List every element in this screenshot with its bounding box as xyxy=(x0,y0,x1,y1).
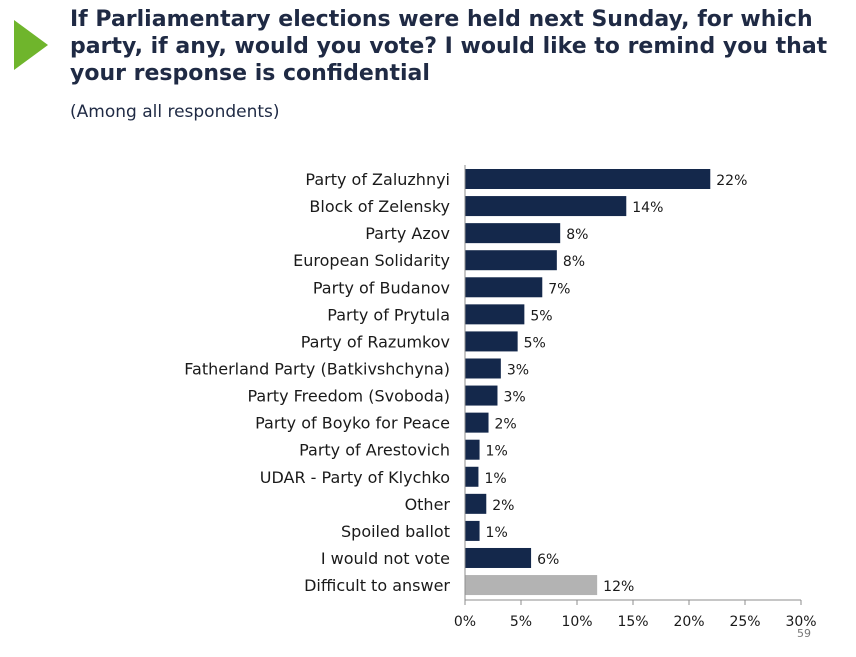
category-label: Spoiled ballot xyxy=(341,522,450,541)
bar xyxy=(465,331,518,352)
category-label: Party of Arestovich xyxy=(299,441,450,460)
arrow-shape xyxy=(14,20,48,70)
value-label: 1% xyxy=(486,525,508,541)
category-label: Party of Boyko for Peace xyxy=(255,414,450,433)
value-label: 3% xyxy=(503,390,525,406)
category-label: Difficult to answer xyxy=(304,576,450,595)
category-label: Other xyxy=(405,495,451,514)
bar xyxy=(465,169,711,189)
bar xyxy=(465,277,543,298)
x-tick-label: 10% xyxy=(561,614,592,630)
x-tick-label: 30% xyxy=(785,614,816,630)
bar xyxy=(465,439,480,460)
category-labels-group: Party of Zaluzhnyi Block of Zelensky Party… xyxy=(184,170,450,595)
value-label: 1% xyxy=(484,471,506,487)
value-label: 8% xyxy=(563,254,585,270)
category-label: Fatherland Party (Batkivshchyna) xyxy=(184,359,450,378)
category-label: I would not vote xyxy=(321,549,450,568)
category-label: Block of Zelensky xyxy=(309,197,450,216)
bar xyxy=(465,493,487,514)
value-label: 12% xyxy=(603,579,634,595)
x-tick-label: 20% xyxy=(673,614,704,630)
value-label: 6% xyxy=(537,552,559,568)
title-arrow-icon xyxy=(14,20,48,70)
category-label: UDAR - Party of Klychko xyxy=(260,468,450,487)
value-label: 2% xyxy=(495,417,517,433)
category-label: Party of Razumkov xyxy=(301,332,450,351)
bar xyxy=(465,575,598,596)
bar xyxy=(465,250,557,271)
x-tick-label: 25% xyxy=(729,614,760,630)
bars-group xyxy=(465,169,711,596)
bar xyxy=(465,466,479,487)
category-label: Party of Budanov xyxy=(313,278,450,297)
value-label: 3% xyxy=(507,362,529,378)
category-label: Party of Zaluzhnyi xyxy=(305,170,450,189)
chart-subtitle: (Among all respondents) xyxy=(70,102,280,122)
x-tick-label: 5% xyxy=(510,614,532,630)
value-label: 8% xyxy=(566,227,588,243)
x-axis: 0% 5% 10% 15% 20% 25% 30% xyxy=(454,165,817,630)
category-label: Party of Prytula xyxy=(327,305,450,324)
bar xyxy=(465,223,561,244)
bar xyxy=(465,196,627,217)
bar xyxy=(465,520,480,541)
value-label: 22% xyxy=(716,173,747,189)
value-label: 1% xyxy=(486,444,508,460)
category-label: Party Freedom (Svoboda) xyxy=(247,387,450,406)
value-label: 7% xyxy=(548,281,570,297)
value-label: 5% xyxy=(530,308,552,324)
page-number: 59 xyxy=(797,627,811,640)
category-label: Party Azov xyxy=(365,224,450,243)
value-label: 5% xyxy=(524,335,546,351)
value-labels-group: 22% 14% 8% 8% 7% 5% 5% 3% 3% 2% 1% 1% 2% 1% 6% 12% xyxy=(484,173,747,595)
value-label: 2% xyxy=(492,498,514,514)
bar xyxy=(465,547,532,568)
bar xyxy=(465,385,498,406)
bar xyxy=(465,358,501,379)
bar xyxy=(465,412,489,433)
bar xyxy=(465,304,525,325)
value-label: 14% xyxy=(632,200,663,216)
x-tick-label: 0% xyxy=(454,614,476,630)
category-label: European Solidarity xyxy=(293,251,450,270)
chart-title: If Parliamentary elections were held nex… xyxy=(70,7,828,86)
x-tick-label: 15% xyxy=(617,614,648,630)
